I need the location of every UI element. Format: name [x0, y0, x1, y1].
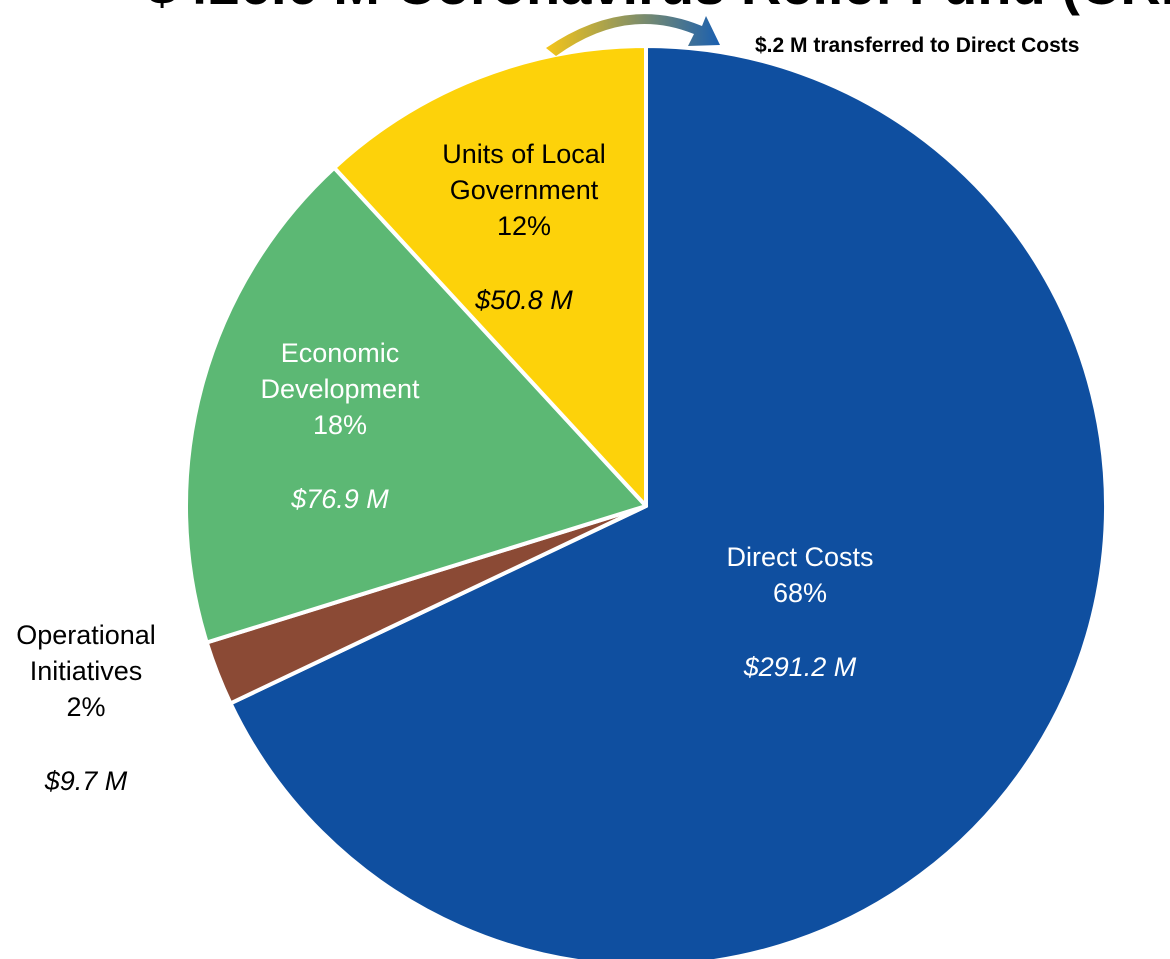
- slice-name-text: Initiatives: [30, 656, 143, 686]
- slice-percent-label: 68%: [773, 578, 827, 608]
- slice-name-text: Development: [260, 374, 420, 404]
- slice-label-economic-development: Economic Development 18% $76.9 M: [260, 338, 420, 514]
- slice-label-units-of-local-government: Units of Local Government 12% $50.8 M: [442, 139, 606, 315]
- pie-slices: [184, 44, 1108, 959]
- transfer-arrow: [546, 14, 720, 56]
- slice-value-label: $9.7 M: [44, 766, 128, 796]
- slice-label-direct-costs: Direct Costs 68% $291.2 M: [726, 542, 873, 682]
- slice-percent-label: 12%: [497, 211, 551, 241]
- slice-value-label: $291.2 M: [743, 652, 857, 682]
- transfer-annotation: $.2 M transferred to Direct Costs: [755, 34, 1079, 57]
- chart-title: $426.6 M Coronavirus Relief Fund (CRF): [146, 0, 1170, 16]
- slice-value-label: $76.9 M: [290, 484, 389, 514]
- slice-name-text: Direct Costs: [726, 542, 873, 572]
- slice-name-text: Operational: [16, 620, 156, 650]
- slice-percent-label: 18%: [313, 410, 367, 440]
- pie-slice-economic-development: [184, 165, 648, 645]
- transfer-arrow-body: [546, 14, 720, 56]
- pie-slice-units-of-local-government: [332, 44, 648, 508]
- slice-name-text: Units of Local: [442, 139, 606, 169]
- slice-name-text: Economic: [281, 338, 400, 368]
- slice-label-operational-initiatives: Operational Initiatives 2% $9.7 M: [16, 620, 156, 796]
- pie-slice-direct-costs: [228, 44, 1108, 959]
- slice-name-text: Government: [450, 175, 599, 205]
- slice-labels: Direct Costs 68% $291.2 M Operational Initia…: [16, 139, 873, 796]
- slice-value-label: $50.8 M: [474, 285, 573, 315]
- slice-percent-label: 2%: [66, 692, 105, 722]
